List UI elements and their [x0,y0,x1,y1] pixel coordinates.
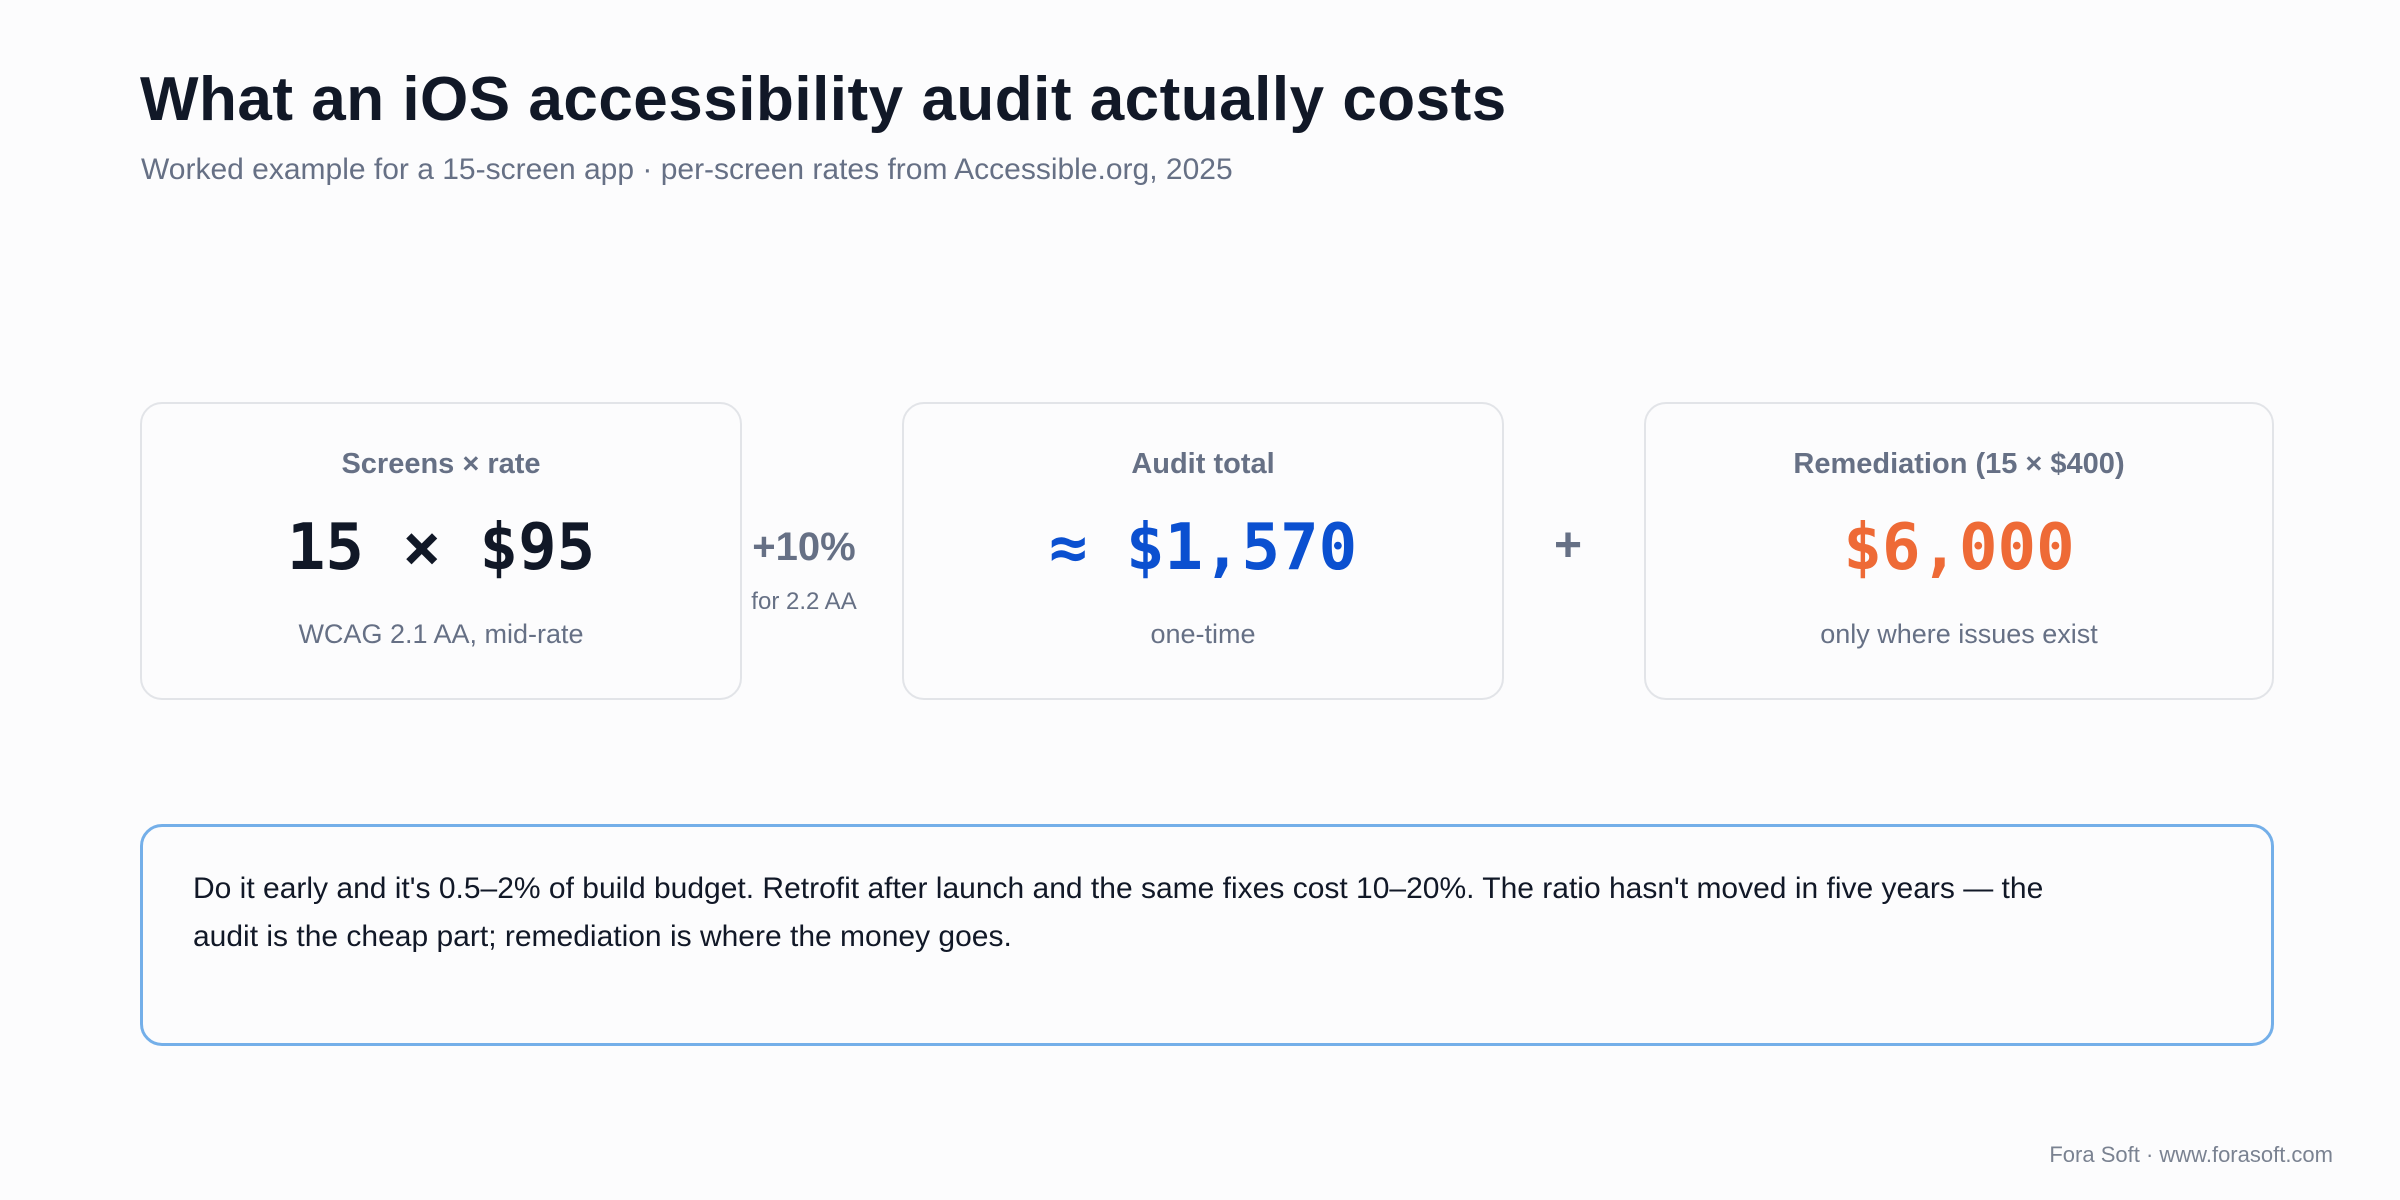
screens-rate-note: WCAG 2.1 AA, mid-rate [298,619,584,649]
page-title: What an iOS accessibility audit actually… [140,65,1507,134]
remediation-value: $6,000 [1843,511,2075,585]
adjustment-note: for 2.2 AA [751,588,857,615]
page-subtitle: Worked example for a 15-screen app · per… [141,153,1233,186]
summary-callout: Do it early and it's 0.5–2% of build bud… [140,824,2274,1046]
plus-operator: + [1553,519,1583,572]
audit-total-label: Audit total [1131,448,1275,480]
audit-total-card: Audit total ≈ $1,570 one-time [902,402,1504,700]
footer-credit: Fora Soft · www.forasoft.com [2049,1142,2333,1167]
remediation-note: only where issues exist [1820,619,2098,649]
screens-rate-value: 15 × $95 [286,511,596,585]
summary-callout-text: Do it early and it's 0.5–2% of build bud… [193,872,2044,953]
audit-total-value: ≈ $1,570 [1048,511,1358,585]
adjustment-operator: +10% [752,525,856,569]
remediation-label: Remediation (15 × $400) [1793,448,2125,480]
remediation-card: Remediation (15 × $400) $6,000 only wher… [1644,402,2274,700]
screens-rate-label: Screens × rate [341,448,541,480]
screens-rate-card: Screens × rate 15 × $95 WCAG 2.1 AA, mid… [140,402,742,700]
audit-total-note: one-time [1150,619,1256,649]
